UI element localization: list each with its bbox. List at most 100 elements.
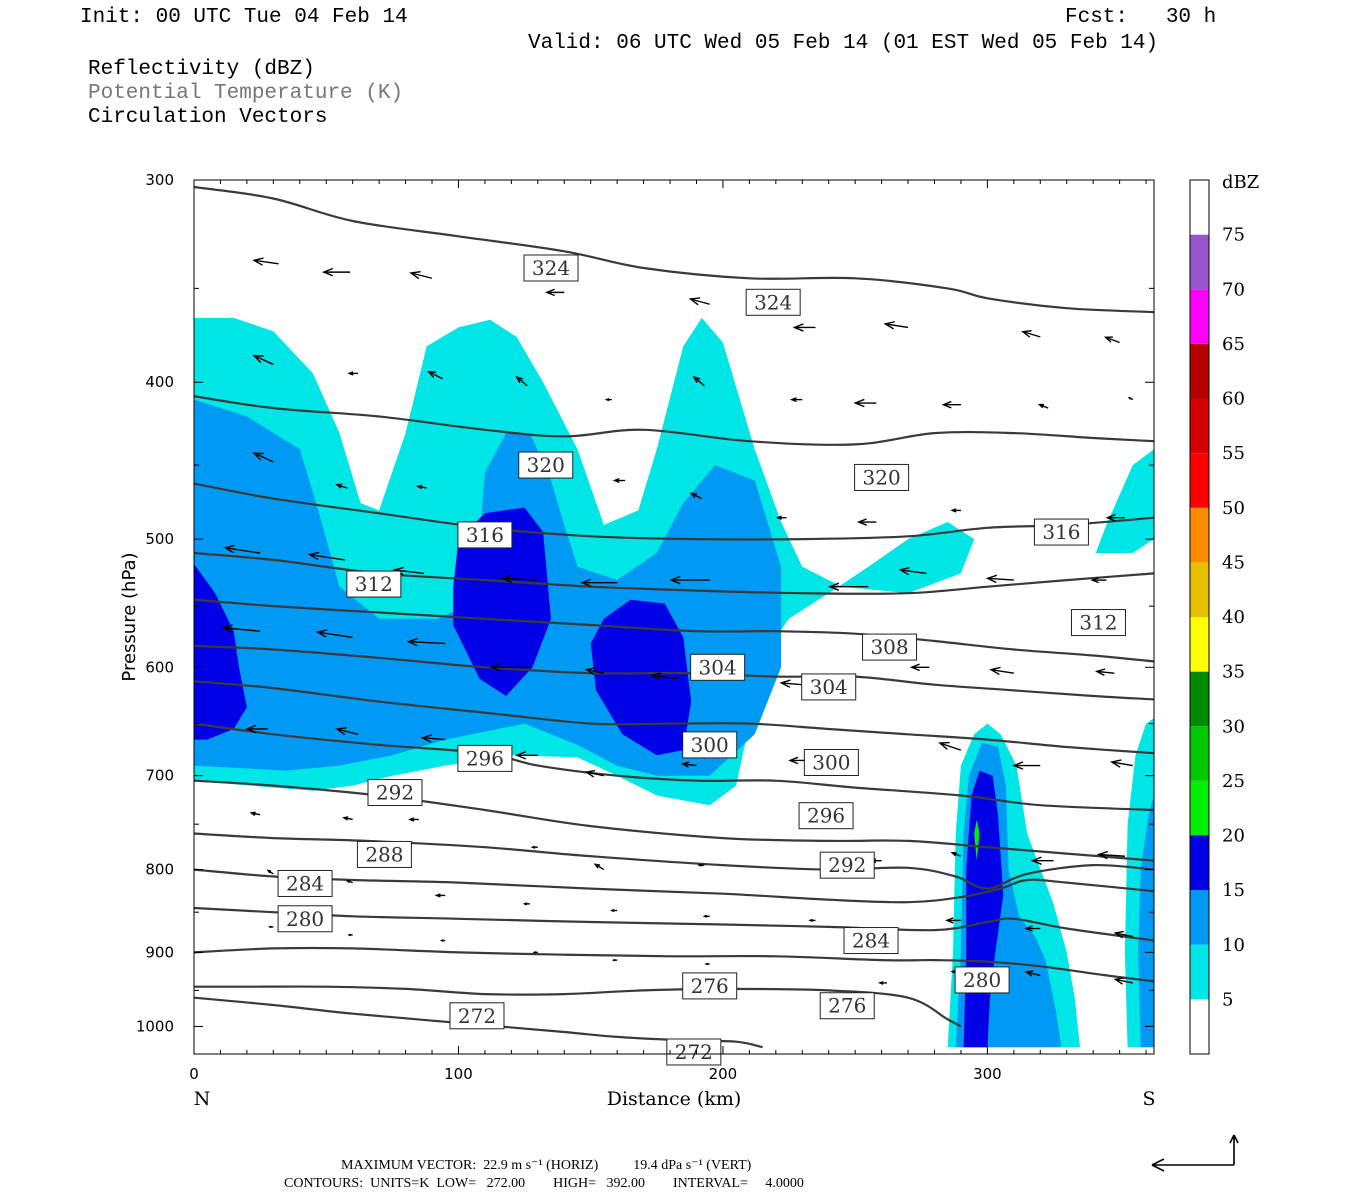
axes: 0 100 200 300 300 400 500 600 700 800 900 1000 Dista… xyxy=(119,171,1156,1110)
circulation-vector xyxy=(307,551,345,561)
contour-label-box xyxy=(682,972,738,1000)
vector-head xyxy=(669,575,681,585)
circulation-vector xyxy=(1024,970,1041,977)
circulation-vector xyxy=(604,398,612,402)
circulation-vector xyxy=(611,958,618,962)
vector-head xyxy=(1113,977,1124,985)
circulation-vector xyxy=(697,863,705,867)
reflectivity-region-5 xyxy=(1095,449,1154,553)
contour-label-box xyxy=(277,905,333,933)
x-axis-label: Distance (km) xyxy=(607,1088,742,1110)
y-tick-label: 500 xyxy=(145,530,174,548)
vector-head xyxy=(789,397,797,403)
vector-head xyxy=(1105,513,1116,522)
circulation-vector xyxy=(584,769,605,778)
contour-label: 300 xyxy=(803,748,859,776)
contour-label: 324 xyxy=(523,254,579,282)
vector-head xyxy=(692,375,701,384)
footer-max-vector: MAXIMUM VECTOR: 22.9 m s⁻¹ (HORIZ) 19.4 … xyxy=(341,1158,752,1173)
contour-label-text: 288 xyxy=(365,842,403,866)
theta-contour-292 xyxy=(194,832,1154,890)
circulation-vector xyxy=(704,962,710,966)
contour-label-box xyxy=(346,570,402,598)
vector-head xyxy=(434,893,441,898)
vector-head xyxy=(779,679,791,688)
circulation-vector xyxy=(610,908,618,913)
reference-vector xyxy=(1151,1134,1239,1172)
vector-head xyxy=(688,297,701,306)
contour-label-text: 320 xyxy=(527,453,565,477)
colorbar-label: 65 xyxy=(1222,334,1245,355)
circulation-vector xyxy=(1012,761,1041,770)
contour-label-box xyxy=(843,927,899,955)
circulation-vector xyxy=(408,817,419,822)
circulation-vectors xyxy=(221,257,1134,985)
vector-head xyxy=(950,508,957,513)
south-end-label: S xyxy=(1142,1088,1155,1110)
contour-label: 272 xyxy=(449,1002,505,1030)
contour-label-text: 292 xyxy=(828,853,866,877)
contour-label-text: 304 xyxy=(810,675,848,699)
circulation-vector xyxy=(221,624,261,633)
contour-label-text: 312 xyxy=(355,572,393,596)
circulation-vector xyxy=(584,667,605,675)
circulation-vector xyxy=(593,863,605,871)
vector-shaft xyxy=(1111,761,1133,767)
vector-shaft xyxy=(693,376,705,387)
vector-shaft xyxy=(422,737,446,741)
theta-contour-324 xyxy=(194,395,1154,446)
circulation-vector xyxy=(945,917,961,924)
circulation-vector xyxy=(532,951,538,954)
contour-label-box xyxy=(523,254,579,282)
circulation-vector xyxy=(1094,668,1115,676)
contour-label-box xyxy=(745,288,801,316)
contour-label: 316 xyxy=(1033,518,1089,546)
vector-head xyxy=(938,741,950,750)
vector-shaft xyxy=(1026,971,1041,977)
vector-head xyxy=(416,484,423,490)
vector-head xyxy=(252,354,264,364)
vector-head xyxy=(345,880,351,884)
circulation-vector xyxy=(347,933,353,937)
circulation-vector xyxy=(515,375,528,387)
contour-label: 276 xyxy=(819,992,875,1020)
contour-label-text: 324 xyxy=(754,290,792,314)
init-time: Init: 00 UTC Tue 04 Feb 14 xyxy=(80,6,408,29)
circulation-vector xyxy=(439,939,446,942)
circulation-vector xyxy=(1037,403,1049,409)
vector-head xyxy=(335,483,343,489)
vector-head xyxy=(420,734,432,743)
contour-label: 284 xyxy=(277,869,333,897)
contour-label-text: 316 xyxy=(466,523,504,547)
y-tick-label: 300 xyxy=(145,171,174,189)
contour-label: 280 xyxy=(277,905,333,933)
vector-head xyxy=(704,962,709,966)
vector-head xyxy=(1113,930,1124,939)
contour-labels: 324 324 320 320 316 316 312 312 308 304 304 300 300 2… xyxy=(277,254,1126,1066)
vector-shaft xyxy=(990,668,1014,674)
vector-head xyxy=(252,452,264,461)
vector-shaft xyxy=(1115,978,1133,984)
vector-shaft xyxy=(781,682,803,686)
theta-contours xyxy=(194,185,1154,1049)
contour-label: 308 xyxy=(862,633,918,661)
vector-head xyxy=(1020,330,1032,338)
vector-head xyxy=(249,811,256,816)
circulation-vector xyxy=(345,880,353,884)
contour-label-box xyxy=(518,451,574,479)
circulation-vector xyxy=(938,741,962,751)
vector-shaft xyxy=(253,355,274,366)
contour-label-text: 324 xyxy=(532,256,570,280)
circulation-vector xyxy=(612,477,626,484)
vector-shaft xyxy=(225,547,261,554)
vector-head xyxy=(580,578,592,587)
contour-label-text: 272 xyxy=(458,1004,496,1028)
y-tick-label: 1000 xyxy=(136,1017,174,1035)
contour-label-text: 292 xyxy=(376,781,414,805)
vector-shaft xyxy=(336,728,359,735)
theta-contour-328 xyxy=(194,185,1154,314)
colorbar-label: 45 xyxy=(1222,552,1245,573)
contour-label-box xyxy=(449,1002,505,1030)
vector-head xyxy=(611,958,616,962)
vector-head xyxy=(584,769,596,778)
